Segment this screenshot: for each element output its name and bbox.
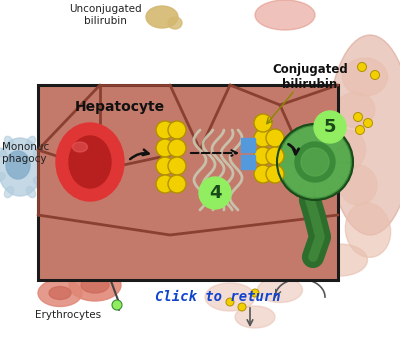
Ellipse shape <box>56 123 124 201</box>
Circle shape <box>156 175 174 193</box>
Circle shape <box>168 121 186 139</box>
Wedge shape <box>298 127 315 162</box>
Ellipse shape <box>69 269 121 301</box>
Wedge shape <box>315 162 332 197</box>
Text: Hepatocyte: Hepatocyte <box>75 100 165 114</box>
Circle shape <box>370 70 380 79</box>
Circle shape <box>364 118 372 128</box>
Text: Unconjugated
bilirubin: Unconjugated bilirubin <box>69 4 141 26</box>
Wedge shape <box>315 132 345 162</box>
Wedge shape <box>315 162 350 179</box>
Circle shape <box>301 148 329 176</box>
Circle shape <box>266 147 284 165</box>
Text: Conjugated
bilirubin: Conjugated bilirubin <box>272 63 348 91</box>
Ellipse shape <box>26 187 36 198</box>
Circle shape <box>226 298 234 306</box>
Circle shape <box>254 114 272 132</box>
Ellipse shape <box>34 177 45 186</box>
Circle shape <box>354 112 362 121</box>
Wedge shape <box>280 162 315 178</box>
Circle shape <box>254 147 272 165</box>
Ellipse shape <box>258 277 302 303</box>
Text: Mononuc
phagocy: Mononuc phagocy <box>2 142 49 164</box>
Ellipse shape <box>81 277 109 293</box>
Circle shape <box>254 165 272 183</box>
Circle shape <box>266 165 284 183</box>
Wedge shape <box>280 145 315 162</box>
Ellipse shape <box>328 35 400 235</box>
Ellipse shape <box>0 138 42 196</box>
Bar <box>241 155 255 169</box>
Circle shape <box>251 289 259 297</box>
Ellipse shape <box>38 279 82 306</box>
Ellipse shape <box>49 286 71 299</box>
Text: Click to return: Click to return <box>155 290 281 304</box>
Wedge shape <box>298 162 315 197</box>
Ellipse shape <box>255 0 315 30</box>
Circle shape <box>168 175 186 193</box>
Wedge shape <box>285 132 315 162</box>
Circle shape <box>358 62 366 71</box>
Circle shape <box>156 121 174 139</box>
Circle shape <box>156 139 174 157</box>
Circle shape <box>238 303 246 311</box>
Ellipse shape <box>4 136 14 147</box>
Ellipse shape <box>6 151 30 179</box>
Text: 5: 5 <box>324 118 336 136</box>
Ellipse shape <box>38 153 58 167</box>
Circle shape <box>314 111 346 143</box>
Ellipse shape <box>312 244 368 276</box>
Ellipse shape <box>72 142 88 152</box>
Ellipse shape <box>4 187 14 198</box>
Wedge shape <box>315 146 350 162</box>
Ellipse shape <box>330 130 366 170</box>
Ellipse shape <box>146 6 178 28</box>
Circle shape <box>254 129 272 147</box>
Ellipse shape <box>34 148 45 157</box>
Ellipse shape <box>26 136 36 147</box>
Circle shape <box>295 142 335 182</box>
Ellipse shape <box>205 283 255 311</box>
Ellipse shape <box>168 17 182 29</box>
Ellipse shape <box>0 148 6 157</box>
Ellipse shape <box>69 136 111 188</box>
Ellipse shape <box>342 58 388 96</box>
Text: 4: 4 <box>209 184 221 202</box>
Ellipse shape <box>335 92 375 128</box>
Circle shape <box>199 177 231 209</box>
Circle shape <box>356 126 364 135</box>
Text: Erythrocytes: Erythrocytes <box>35 310 101 320</box>
Circle shape <box>112 300 122 310</box>
Bar <box>38 85 338 280</box>
Bar <box>241 138 255 152</box>
Circle shape <box>168 157 186 175</box>
Ellipse shape <box>345 203 391 257</box>
Wedge shape <box>285 162 315 192</box>
Ellipse shape <box>0 172 5 181</box>
Wedge shape <box>315 127 332 162</box>
Circle shape <box>277 124 353 200</box>
Ellipse shape <box>235 306 275 328</box>
Circle shape <box>266 129 284 147</box>
Circle shape <box>156 157 174 175</box>
Circle shape <box>168 139 186 157</box>
Ellipse shape <box>339 165 377 205</box>
Wedge shape <box>315 162 345 192</box>
